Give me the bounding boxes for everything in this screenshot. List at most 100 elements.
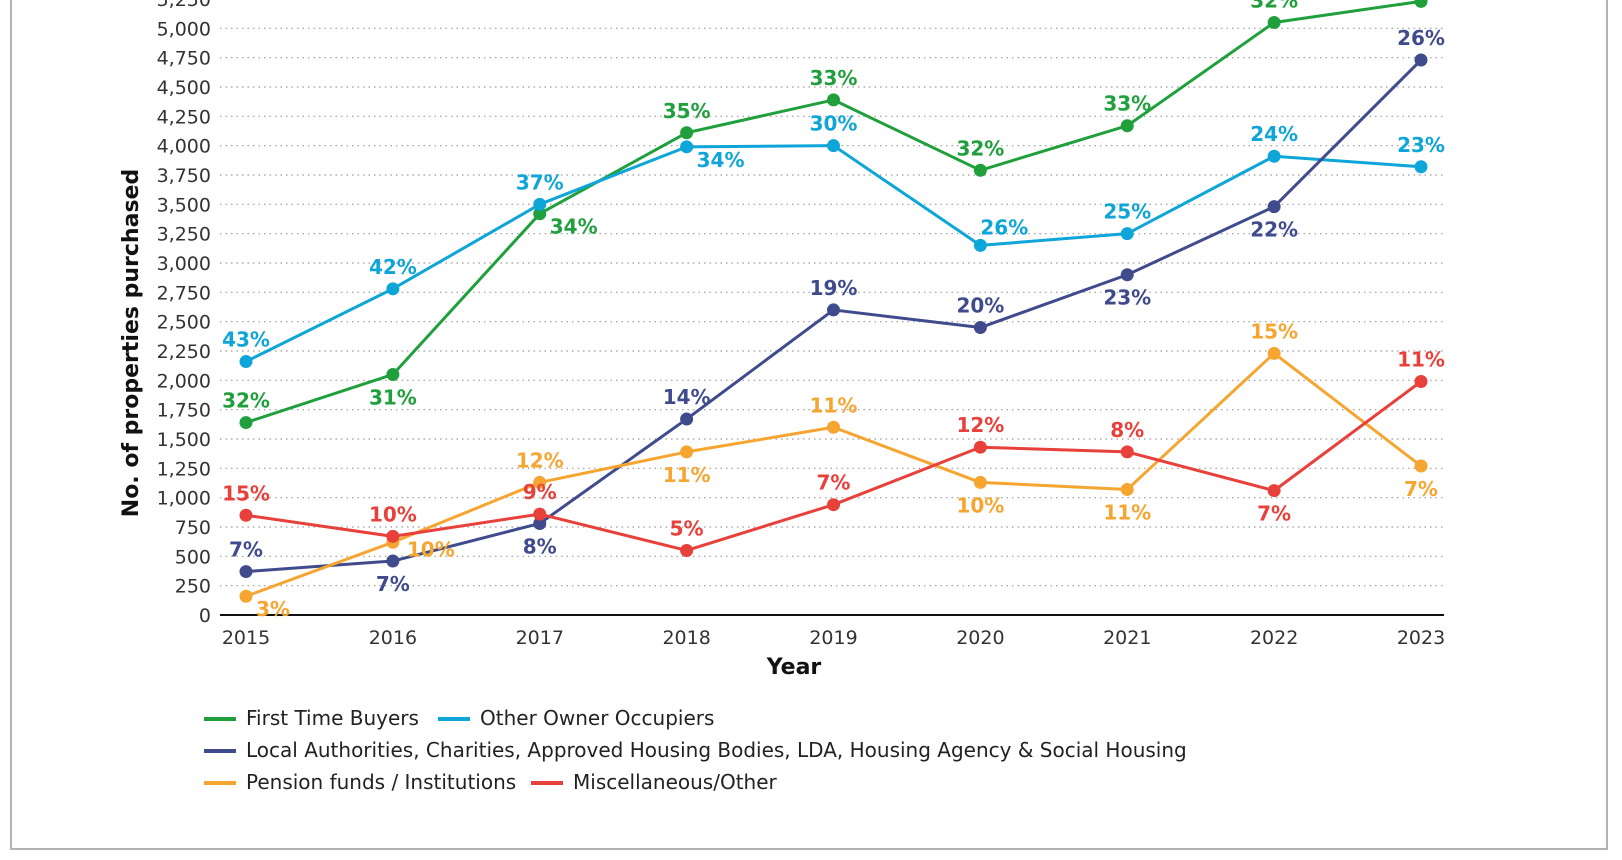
data-point <box>827 93 840 107</box>
data-label: 20% <box>956 294 1004 318</box>
y-tick-label: 4,250 <box>157 106 211 128</box>
y-tick-label: 3,250 <box>157 224 211 246</box>
x-tick-label: 2019 <box>809 627 857 649</box>
x-tick-label: 2016 <box>369 627 417 649</box>
data-point <box>386 554 400 568</box>
y-tick-label: 2,500 <box>157 312 211 334</box>
data-label: 11% <box>810 393 858 417</box>
data-point <box>1267 15 1281 29</box>
data-point <box>973 321 987 335</box>
data-point <box>827 139 840 153</box>
data-point <box>1267 149 1281 163</box>
data-point <box>1120 119 1134 133</box>
y-tick-label: 2,750 <box>157 282 211 304</box>
data-label: 12% <box>516 448 564 472</box>
data-point <box>1120 445 1134 459</box>
data-point <box>680 543 694 557</box>
data-label: 25% <box>1103 200 1151 224</box>
data-point <box>680 412 694 426</box>
data-label: 9% <box>523 480 557 504</box>
series-1: 43% 42% 37% 34% 30% 26% 25% 24% 23% <box>222 112 1445 369</box>
data-label: 19% <box>810 276 858 300</box>
data-point <box>1267 200 1281 214</box>
data-label: 7% <box>1257 502 1291 526</box>
data-point <box>827 498 840 512</box>
data-point <box>973 163 987 177</box>
data-label: 43% <box>222 328 270 352</box>
y-tick-label: 5,000 <box>157 18 211 40</box>
x-tick-label: 2017 <box>516 627 564 649</box>
data-point <box>680 126 694 140</box>
y-tick-label: 4,750 <box>157 48 211 70</box>
data-point <box>973 238 987 252</box>
data-label: 31% <box>369 385 417 409</box>
x-tick-label: 2022 <box>1250 627 1298 649</box>
data-point <box>386 367 400 381</box>
data-label: 7% <box>376 572 410 596</box>
y-tick-label: 250 <box>175 576 211 598</box>
data-point <box>1120 482 1134 496</box>
x-axis-title: Year <box>766 655 822 680</box>
legend: First Time Buyers Other Owner Occupiers Lo… <box>204 706 1187 794</box>
data-point <box>239 416 253 430</box>
data-label: 10% <box>407 537 455 561</box>
data-label: 34% <box>697 148 745 172</box>
data-point <box>973 440 987 454</box>
data-label: 7% <box>817 471 851 495</box>
data-label: 15% <box>222 481 270 505</box>
data-label: 8% <box>1110 418 1144 442</box>
legend-label: Pension funds / Institutions <box>246 770 516 794</box>
series-4: 15% 10% 9% 5% 7% 12% 8% 7% 11% <box>222 348 1445 557</box>
y-tick-label: 3,750 <box>157 165 211 187</box>
x-tick-label: 2020 <box>956 627 1004 649</box>
data-point <box>1414 375 1428 389</box>
y-tick-label: 2,250 <box>157 341 211 363</box>
data-label: 11% <box>1397 348 1445 372</box>
y-axis-ticks: 0 250 500 750 1,000 1,250 1,500 1,750 2,000 2,250… <box>157 0 211 627</box>
data-label: 5% <box>670 516 704 540</box>
data-label: 33% <box>1103 92 1151 116</box>
legend-item: Miscellaneous/Other <box>531 770 778 794</box>
data-label: 33% <box>810 66 858 90</box>
data-label: 32% <box>222 389 270 413</box>
grid-lines <box>220 27 1444 587</box>
data-point <box>239 355 253 369</box>
data-point <box>1414 160 1428 174</box>
x-tick-label: 2021 <box>1103 627 1151 649</box>
data-label: 32% <box>1250 0 1298 12</box>
data-label: 30% <box>810 112 858 136</box>
data-point <box>827 303 840 317</box>
data-label: 23% <box>1397 133 1445 157</box>
data-point <box>239 565 253 579</box>
data-point <box>1267 484 1281 498</box>
data-label: 37% <box>516 170 564 194</box>
x-tick-label: 2023 <box>1397 627 1445 649</box>
data-point <box>680 140 694 154</box>
y-tick-label: 3,000 <box>157 253 211 275</box>
series-3: 3% 10% 12% 11% 11% 10% 11% 15% 7% <box>239 319 1438 621</box>
y-tick-label: 1,000 <box>157 488 211 510</box>
data-label: 7% <box>229 538 263 562</box>
y-tick-label: 500 <box>175 546 211 568</box>
data-label: 35% <box>663 99 711 123</box>
series-line <box>245 144 1422 363</box>
y-tick-label: 3,500 <box>157 194 211 216</box>
data-label: 11% <box>1103 500 1151 524</box>
data-point <box>1414 459 1428 473</box>
legend-item: Pension funds / Institutions <box>204 770 516 794</box>
y-axis-title: No. of properties purchased <box>119 169 144 517</box>
data-label: 24% <box>1250 122 1298 146</box>
y-tick-label: 4,000 <box>157 136 211 158</box>
data-label: 42% <box>369 255 417 279</box>
data-point <box>533 516 547 530</box>
data-point <box>386 529 400 543</box>
data-point <box>533 475 547 489</box>
legend-label: Local Authorities, Charities, Approved H… <box>246 738 1187 762</box>
data-label: 26% <box>980 215 1028 239</box>
data-point <box>533 197 547 211</box>
data-point <box>1120 227 1134 241</box>
data-point <box>1414 0 1428 8</box>
data-point <box>1120 268 1134 282</box>
data-point <box>533 207 547 221</box>
